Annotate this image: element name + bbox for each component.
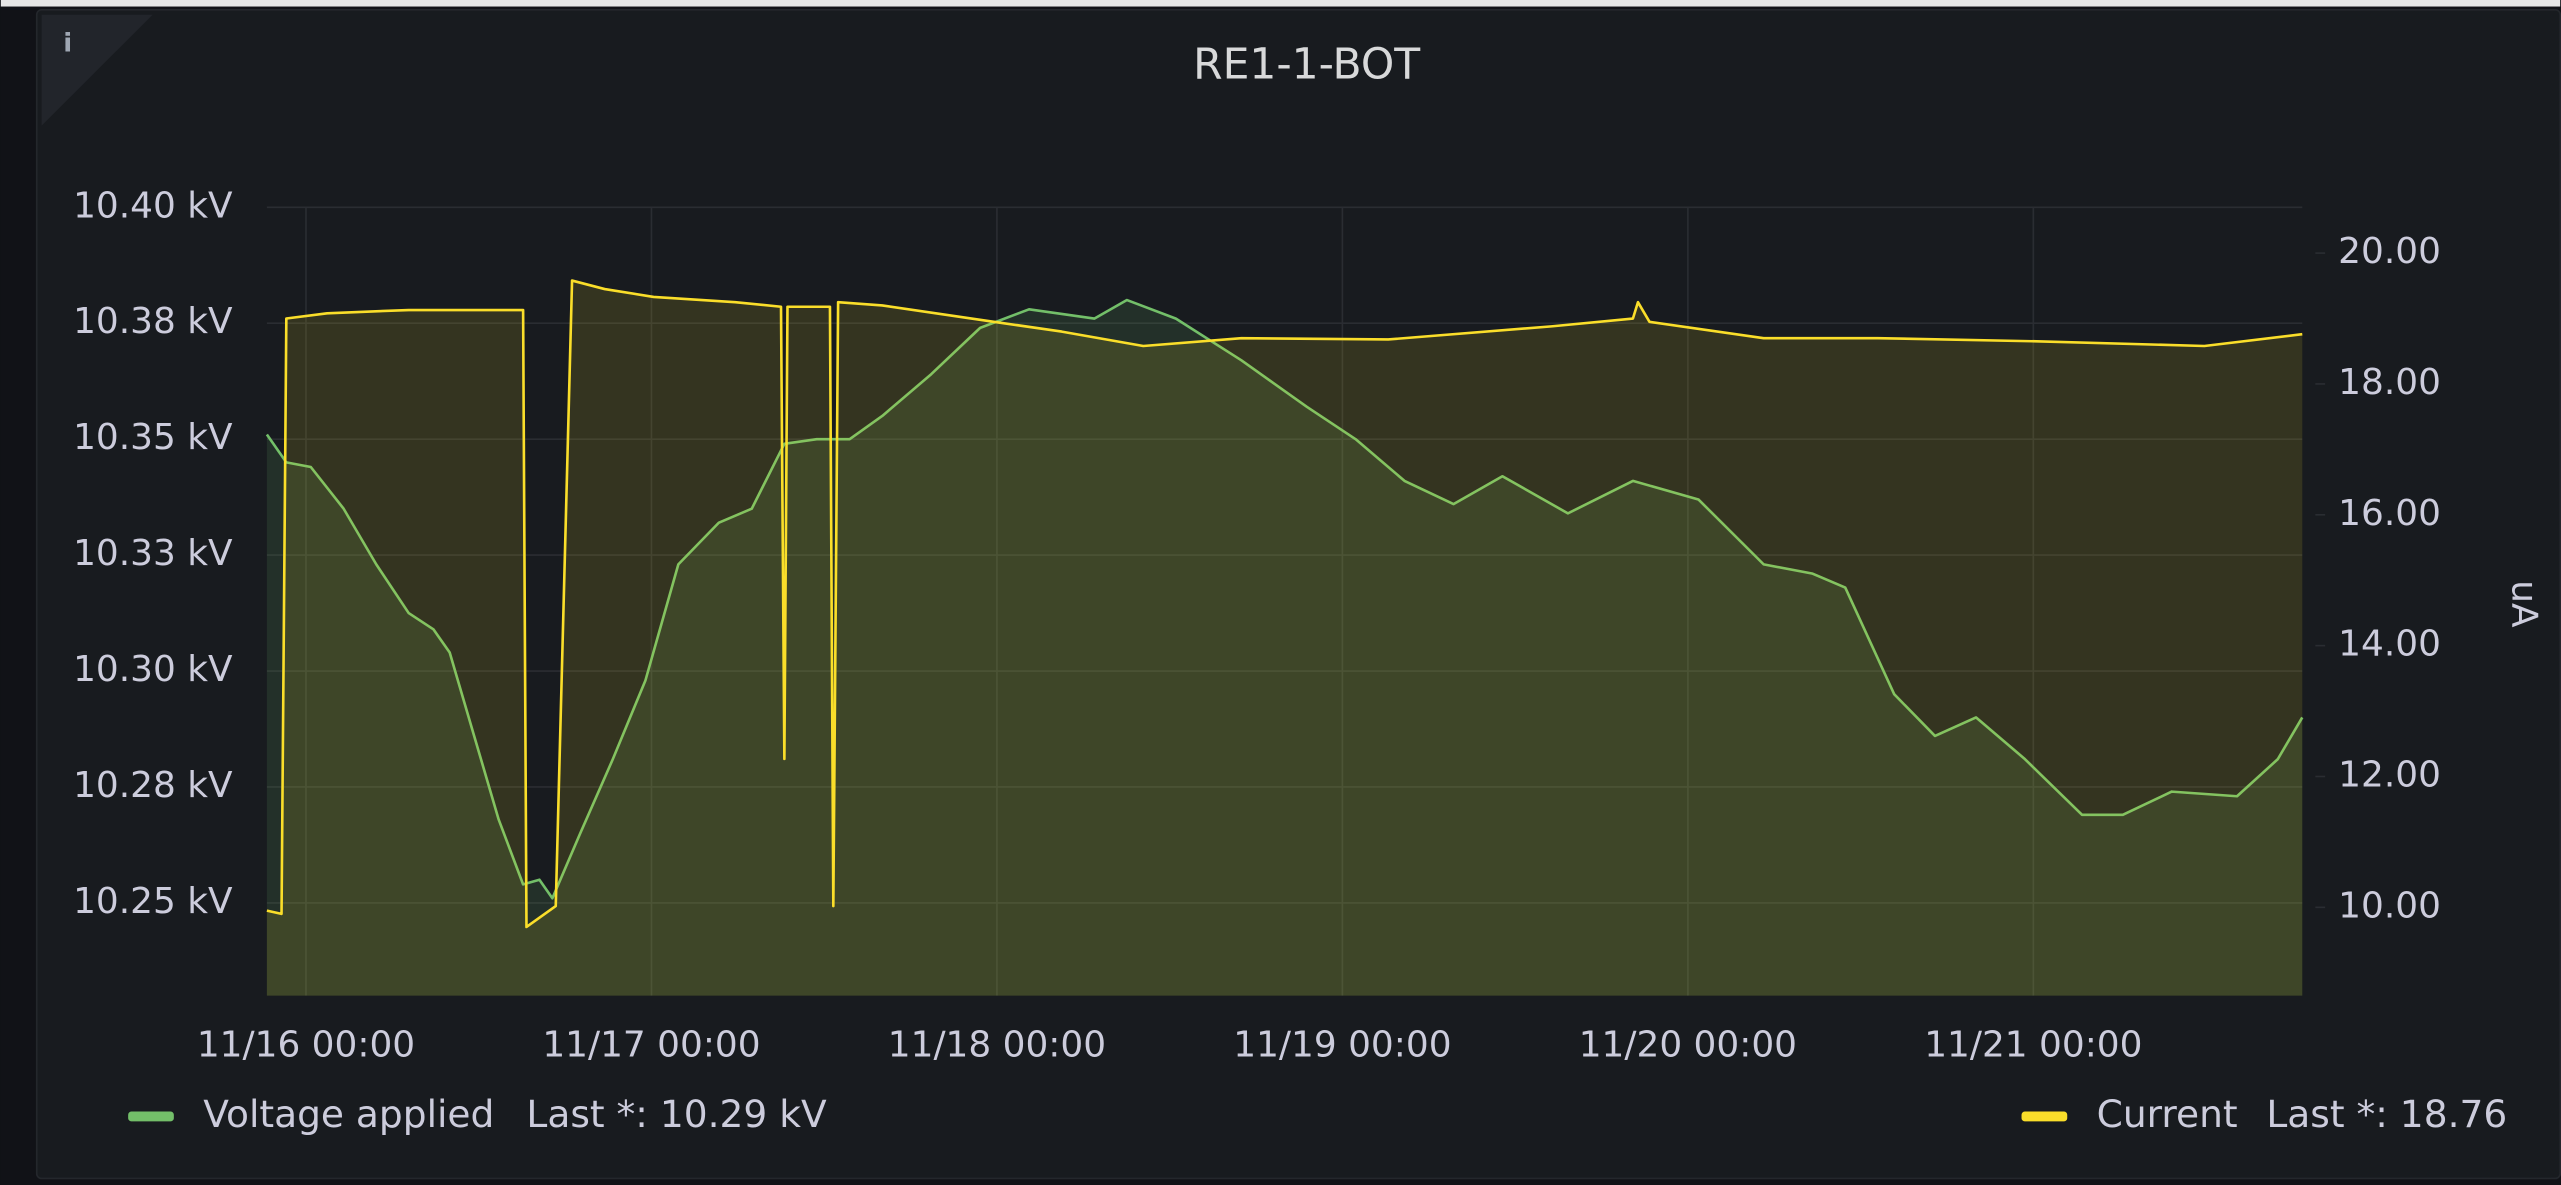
legend-label: Current (2097, 1092, 2238, 1136)
area-fill (266, 280, 2303, 996)
y2-tick-label: 10.00 (2338, 885, 2441, 926)
area-fill (266, 300, 2303, 996)
y-tick-label: 10.25 kV (73, 881, 233, 922)
x-tick-label: 11/17 00:00 (542, 1024, 760, 1065)
series-line (266, 279, 2303, 929)
chart-title: RE1-1-BOT (1193, 40, 1421, 89)
top-strip (0, 0, 2561, 7)
y-tick-label: 10.33 kV (73, 533, 233, 574)
legend-swatch (2021, 1111, 2068, 1122)
x-tick-label: 11/18 00:00 (888, 1024, 1106, 1065)
panel (35, 8, 2561, 1180)
y-tick-label: 10.35 kV (73, 417, 233, 458)
y2-tick-label: 12.00 (2338, 754, 2441, 795)
legend-label: Voltage applied (203, 1092, 494, 1136)
y-tick-label: 10.28 kV (73, 765, 233, 806)
x-tick-label: 11/16 00:00 (197, 1024, 415, 1065)
y2-axis-label: uA (2504, 580, 2545, 628)
legend-stat: Last *: 18.76 (2266, 1092, 2507, 1136)
x-tick-label: 11/19 00:00 (1233, 1024, 1451, 1065)
x-tick-label: 11/21 00:00 (1924, 1024, 2142, 1065)
x-tick-label: 11/20 00:00 (1579, 1024, 1797, 1065)
y-tick-label: 10.38 kV (73, 301, 233, 342)
y2-tick-label: 14.00 (2338, 624, 2441, 665)
info-icon[interactable]: i (63, 29, 72, 59)
info-corner[interactable] (41, 14, 153, 126)
y2-tick-label: 18.00 (2338, 362, 2441, 403)
legend-swatch (128, 1111, 174, 1122)
series-line (265, 298, 2304, 900)
y2-tick-label: 16.00 (2338, 493, 2441, 534)
y-tick-label: 10.40 kV (73, 185, 233, 226)
y-tick-label: 10.30 kV (73, 649, 233, 690)
legend-stat: Last *: 10.29 kV (526, 1092, 827, 1136)
y2-tick-label: 20.00 (2338, 231, 2441, 272)
